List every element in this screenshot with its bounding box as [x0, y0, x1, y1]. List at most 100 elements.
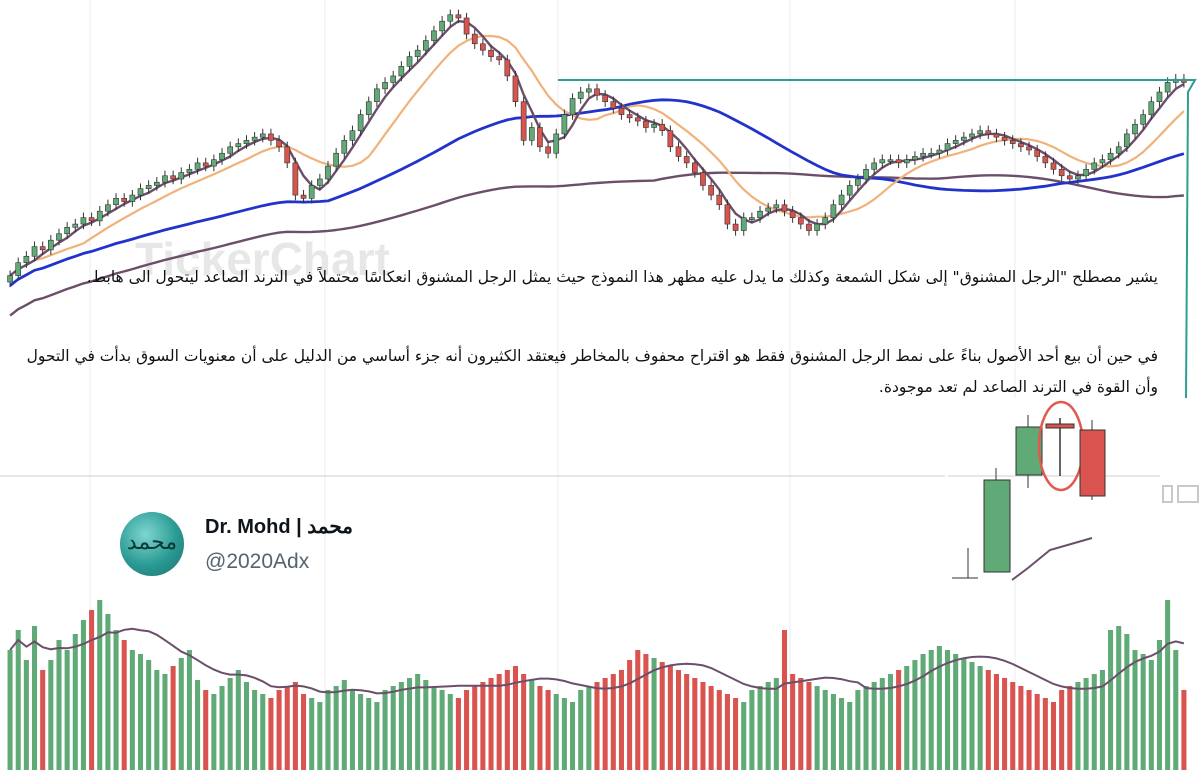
- candle-body: [1075, 175, 1081, 180]
- candle-body: [936, 149, 943, 154]
- volume-bar: [920, 654, 926, 770]
- candle-body: [186, 169, 193, 173]
- candle-body: [325, 165, 331, 180]
- candle-body: [537, 127, 543, 148]
- candle-body: [7, 275, 13, 283]
- candle-body: [96, 210, 103, 222]
- volume-bar: [48, 660, 54, 770]
- candle-body: [137, 188, 144, 196]
- candle-body: [732, 223, 739, 231]
- candle-body: [219, 152, 225, 160]
- volume-bar: [1148, 660, 1154, 770]
- candle-body: [806, 223, 812, 231]
- candle-body: [1148, 101, 1155, 115]
- candle-body: [455, 14, 462, 19]
- candle-body: [390, 75, 397, 83]
- volume-bar: [1034, 694, 1040, 770]
- volume-bar: [847, 702, 853, 770]
- volume-bar: [570, 702, 576, 770]
- volume-bar: [586, 686, 592, 770]
- volume-bar: [1132, 650, 1138, 770]
- candle-body: [414, 49, 421, 57]
- volume-bar: [627, 660, 633, 770]
- volume-bar: [643, 654, 649, 770]
- volume-bar: [415, 674, 421, 770]
- volume-bar: [301, 694, 307, 770]
- candle-body: [1132, 123, 1138, 135]
- candle-body: [846, 185, 853, 196]
- candle-body: [618, 107, 625, 115]
- volume-bar: [113, 630, 119, 770]
- volume-bar: [594, 682, 600, 770]
- volume-bar: [1075, 682, 1081, 770]
- candle-body: [251, 136, 258, 141]
- candle-body: [202, 162, 209, 167]
- candle-body: [895, 159, 902, 164]
- candle-body: [292, 162, 299, 196]
- volume-bar: [56, 640, 62, 770]
- volume-bar: [317, 702, 323, 770]
- volume-bar: [529, 680, 535, 770]
- candle-body: [317, 178, 323, 186]
- candle-body: [1156, 91, 1163, 103]
- candle-body: [88, 217, 95, 222]
- volume-bar: [32, 626, 38, 770]
- candle-body: [822, 217, 829, 225]
- volume-bar: [260, 694, 266, 770]
- volume-bar: [366, 698, 372, 770]
- ma-blue-line: [9, 98, 1185, 287]
- candle-body: [349, 130, 356, 141]
- candle-body: [178, 172, 185, 180]
- volume-bar: [154, 670, 160, 770]
- candle-body: [977, 130, 983, 135]
- volume-bar: [936, 646, 942, 770]
- candle-body: [594, 88, 600, 96]
- candle-body: [1001, 136, 1008, 141]
- volume-bar: [953, 654, 959, 770]
- candle-body: [1034, 149, 1041, 157]
- volume-bar: [904, 666, 910, 770]
- ma-mid-line: [9, 34, 1185, 277]
- candle-body: [920, 152, 926, 157]
- candle-body: [365, 101, 372, 115]
- candle-body: [545, 146, 551, 154]
- volume-bar: [1156, 640, 1162, 770]
- volume-bar: [64, 650, 70, 770]
- candle-body: [284, 146, 291, 164]
- volume-bar: [667, 666, 673, 770]
- volume-bar: [268, 698, 274, 770]
- volume-bar: [969, 662, 975, 770]
- volume-bar: [1108, 630, 1114, 770]
- volume-bar: [863, 686, 869, 770]
- volume-bar: [977, 666, 983, 770]
- volume-bar: [40, 670, 46, 770]
- volume-bar: [1173, 650, 1179, 770]
- volume-bar: [757, 686, 763, 770]
- volume-bar: [1067, 686, 1073, 770]
- candle-body: [48, 239, 54, 251]
- user-display-name[interactable]: Dr. Mohd | محمد: [205, 516, 353, 538]
- volume-bar: [773, 678, 779, 770]
- candle-body: [357, 114, 364, 131]
- volume-bar: [887, 674, 893, 770]
- volume-bar: [1181, 690, 1187, 770]
- candle-body: [1083, 169, 1089, 177]
- candle-body: [553, 133, 560, 154]
- candle-body: [903, 159, 910, 164]
- user-handle[interactable]: @2020Adx: [205, 550, 310, 573]
- volume-bar: [358, 694, 364, 770]
- avatar[interactable]: محمد: [120, 512, 184, 576]
- candle-body: [1124, 133, 1130, 148]
- candle-body: [561, 114, 568, 135]
- volume-bar: [349, 690, 355, 770]
- volume-bar: [382, 690, 388, 770]
- volume-bar: [871, 682, 877, 770]
- resistance-trendline: [558, 79, 1197, 401]
- volume-bar: [178, 658, 184, 770]
- volume-bar: [814, 686, 820, 770]
- volume-bar: [447, 694, 453, 770]
- candle-body: [382, 82, 388, 90]
- volume-bar: [928, 650, 934, 770]
- volume-bar: [227, 678, 233, 770]
- volume-bar: [733, 698, 739, 770]
